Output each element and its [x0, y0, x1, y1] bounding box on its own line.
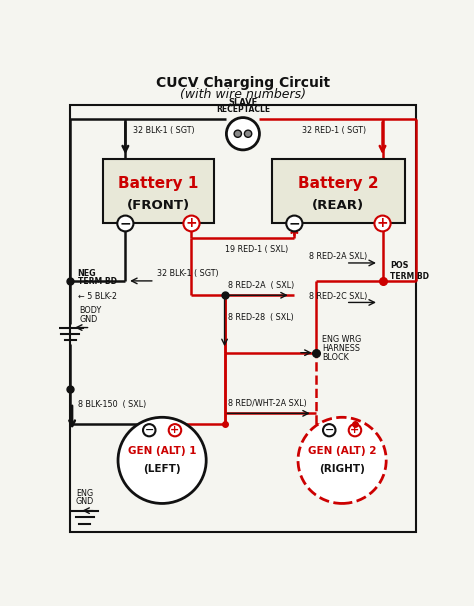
Text: GEN (ALT) 2: GEN (ALT) 2	[308, 447, 376, 456]
Text: (FRONT): (FRONT)	[127, 199, 190, 212]
Text: 32 BLK-1 ( SGT): 32 BLK-1 ( SGT)	[133, 125, 194, 135]
Text: −: −	[119, 216, 131, 230]
Text: 8 RED-2A SXL): 8 RED-2A SXL)	[309, 252, 367, 261]
Text: NEG: NEG	[78, 268, 96, 278]
Text: GND: GND	[80, 315, 98, 324]
Text: HARNESS: HARNESS	[322, 344, 360, 353]
Text: 8 RED-2A  ( SXL): 8 RED-2A ( SXL)	[228, 281, 294, 290]
Text: 8 RED-2C SXL): 8 RED-2C SXL)	[309, 292, 367, 301]
Text: Battery 2: Battery 2	[298, 176, 379, 191]
Text: ENG: ENG	[76, 489, 93, 498]
Text: CUCV Charging Circuit: CUCV Charging Circuit	[156, 76, 330, 90]
Text: SLAVE: SLAVE	[228, 98, 257, 107]
Text: −: −	[289, 216, 300, 230]
Circle shape	[183, 216, 200, 231]
Circle shape	[234, 130, 241, 138]
Text: 32 BLK-1 ( SGT): 32 BLK-1 ( SGT)	[156, 268, 218, 278]
Text: RECEPTACLE: RECEPTACLE	[216, 105, 270, 114]
Circle shape	[349, 424, 361, 436]
Text: 8 RED/WHT-2A SXL): 8 RED/WHT-2A SXL)	[228, 399, 307, 408]
Text: +: +	[377, 216, 388, 230]
Circle shape	[169, 424, 181, 436]
Text: TERM BD: TERM BD	[390, 272, 429, 281]
Text: (LEFT): (LEFT)	[143, 464, 181, 474]
Circle shape	[227, 118, 259, 150]
Text: +: +	[186, 216, 197, 230]
Text: BLOCK: BLOCK	[322, 353, 349, 362]
Circle shape	[374, 216, 391, 231]
Text: (with wire numbers): (with wire numbers)	[180, 88, 306, 101]
Text: 8 BLK-150  ( SXL): 8 BLK-150 ( SXL)	[78, 399, 146, 408]
Text: (REAR): (REAR)	[312, 199, 365, 212]
Text: (RIGHT): (RIGHT)	[319, 464, 365, 474]
Text: POS: POS	[390, 261, 409, 270]
Text: −: −	[145, 425, 154, 435]
Text: BODY: BODY	[80, 306, 102, 315]
Text: +: +	[170, 425, 180, 435]
FancyBboxPatch shape	[103, 159, 213, 224]
Text: 32 RED-1 ( SGT): 32 RED-1 ( SGT)	[301, 125, 366, 135]
Circle shape	[117, 216, 134, 231]
Text: 8 RED-28  ( SXL): 8 RED-28 ( SXL)	[228, 313, 294, 322]
Circle shape	[323, 424, 336, 436]
Text: GEN (ALT) 1: GEN (ALT) 1	[128, 447, 196, 456]
Text: GND: GND	[76, 497, 94, 506]
Text: −: −	[325, 425, 334, 435]
Text: ← 5 BLK-2: ← 5 BLK-2	[78, 292, 117, 301]
Text: Battery 1: Battery 1	[118, 176, 199, 191]
FancyBboxPatch shape	[272, 159, 405, 224]
Text: +: +	[350, 425, 360, 435]
Text: TERM BD: TERM BD	[78, 278, 117, 287]
Circle shape	[286, 216, 302, 231]
Circle shape	[118, 418, 206, 504]
Text: 19 RED-1 ( SXL): 19 RED-1 ( SXL)	[225, 245, 288, 254]
Text: ENG WRG: ENG WRG	[322, 335, 361, 344]
Circle shape	[245, 130, 252, 138]
Circle shape	[298, 418, 386, 504]
Circle shape	[143, 424, 155, 436]
